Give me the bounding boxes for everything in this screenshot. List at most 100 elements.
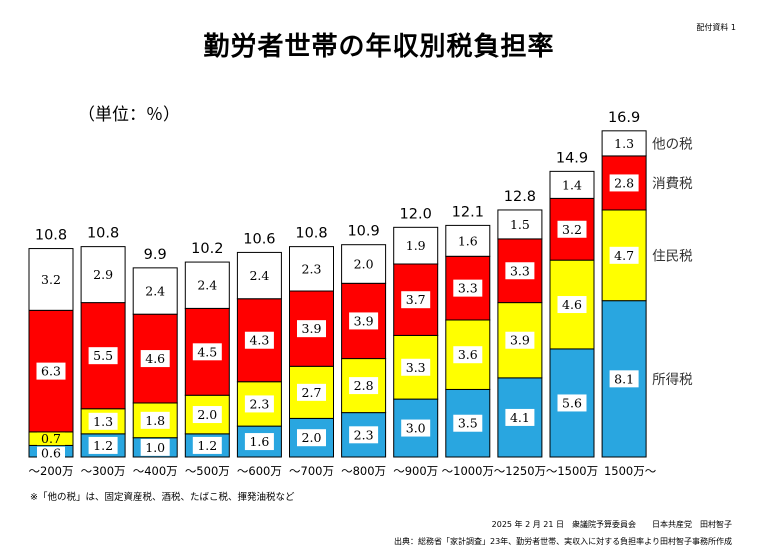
value-label-box (192, 343, 222, 361)
value-label-box (609, 174, 639, 192)
value-label-box (557, 220, 587, 238)
value-label-box (453, 346, 483, 364)
value-label-box (37, 446, 65, 460)
unit-label: （単位：％） (78, 105, 180, 125)
value-label: 2.8 (614, 175, 634, 190)
category-label: ～600万 (237, 464, 282, 478)
value-label: 2.0 (354, 257, 374, 272)
value-label: 2.3 (249, 396, 269, 411)
value-label-box (88, 436, 118, 454)
value-label: 4.3 (249, 333, 269, 348)
value-label-box (88, 412, 118, 430)
total-label: 12.8 (504, 189, 536, 205)
category-label: ～400万 (133, 464, 178, 478)
category-label: 1500万～ (604, 464, 657, 478)
value-label: 3.5 (458, 416, 478, 431)
value-label: 3.9 (354, 313, 374, 328)
document-label: 配付資料 1 (696, 23, 736, 32)
value-label-box (557, 296, 587, 314)
total-label: 10.6 (243, 231, 275, 247)
value-label: 1.6 (249, 434, 269, 449)
value-label-box (453, 414, 483, 432)
total-label: 14.9 (556, 150, 588, 166)
value-label-box (37, 271, 65, 288)
value-label-box (401, 291, 431, 309)
total-label: 16.9 (608, 110, 640, 126)
category-label: ～1000万 (442, 464, 494, 478)
total-label: 10.8 (35, 228, 67, 244)
value-label: 8.1 (614, 371, 634, 386)
total-label: 10.8 (295, 226, 327, 242)
bar-segment (236, 425, 282, 458)
total-label: 10.8 (87, 226, 119, 242)
bar-segment (184, 261, 230, 309)
value-label-box (609, 246, 639, 264)
value-label: 0.6 (41, 446, 61, 461)
value-label: 3.6 (458, 347, 478, 362)
legend-label: 消費税 (652, 176, 693, 192)
value-label: 1.0 (145, 440, 165, 455)
value-label-box (558, 176, 586, 193)
value-label: 3.2 (41, 272, 61, 287)
value-label-box (192, 406, 222, 424)
total-label: 10.2 (191, 241, 223, 257)
value-label: 1.8 (145, 413, 165, 428)
value-label-box (193, 277, 222, 294)
value-label: 3.9 (302, 321, 322, 336)
value-label: 2.0 (197, 407, 217, 422)
value-label: 1.5 (510, 217, 530, 232)
value-label: 2.9 (93, 267, 113, 282)
value-label-box (244, 395, 274, 413)
value-label: 3.3 (406, 360, 426, 375)
value-label-box (505, 262, 535, 280)
value-label-box (505, 216, 534, 233)
value-label-box (453, 279, 483, 297)
value-label: 6.3 (41, 364, 61, 379)
value-label-box (141, 283, 170, 300)
value-label-box (244, 331, 274, 349)
stacked-bar-chart: 0.60.7 6.3 3.2 10.8 ～200万 1.2 1.3 5.5 2.9 10.8 ～30… (28, 110, 693, 478)
value-label: 2.3 (354, 427, 374, 442)
value-label-box (88, 347, 118, 365)
value-label: 2.4 (145, 284, 165, 299)
value-label: 1.3 (93, 414, 113, 429)
value-label-box (245, 267, 274, 284)
value-label-box (36, 362, 66, 380)
value-label: 5.6 (562, 395, 582, 410)
category-label: ～1500万 (546, 464, 598, 478)
value-label: 2.7 (302, 385, 322, 400)
value-label: 4.6 (562, 297, 582, 312)
value-label: 3.7 (406, 292, 426, 307)
value-label: 3.2 (562, 222, 582, 237)
category-label: ～900万 (393, 464, 438, 478)
value-label-box (297, 429, 326, 447)
value-label-box (192, 436, 222, 454)
legend-label: 他の税 (652, 136, 693, 152)
value-label-box (505, 331, 535, 349)
total-label: 12.0 (400, 206, 432, 222)
value-label-box (401, 358, 431, 376)
value-label-box (140, 411, 170, 429)
value-label: 2.0 (302, 430, 322, 445)
value-label: 3.0 (406, 421, 426, 436)
value-label: 1.9 (406, 238, 426, 253)
value-label-box (140, 438, 170, 456)
value-label-box (505, 408, 535, 426)
bar-segment (601, 209, 647, 302)
value-label-box (297, 260, 326, 277)
value-label: 5.5 (93, 348, 113, 363)
total-label: 10.9 (347, 224, 379, 240)
value-label-box (297, 383, 326, 401)
legend-label: 所得税 (652, 371, 693, 388)
value-label: 2.4 (197, 278, 217, 293)
value-label-box (89, 266, 118, 283)
category-label: ～1250万 (494, 464, 546, 478)
value-label-box (140, 350, 170, 368)
value-label: 1.2 (93, 438, 113, 453)
value-label: 1.2 (197, 438, 217, 453)
value-label-box (557, 394, 587, 412)
category-label: ～500万 (185, 464, 230, 478)
total-label: 9.9 (144, 247, 167, 263)
source-line: 出典：総務省「家計調査」23年、勤労者世帯、実収入に対する負担率より田村智子事務… (393, 537, 732, 546)
value-label-box (37, 432, 65, 446)
